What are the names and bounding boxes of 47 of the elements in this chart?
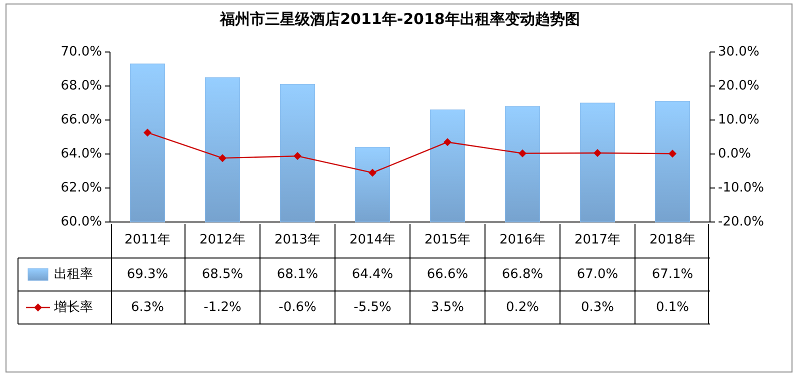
data-label: 3.5% (430, 300, 464, 316)
y2-tick-label: 30.0% (718, 44, 760, 60)
y2-tick-label: -10.0% (718, 180, 764, 196)
data-label: 67.1% (652, 267, 694, 282)
point (594, 148, 602, 157)
data-label: 68.1% (276, 267, 318, 282)
data-label: 69.3% (126, 267, 168, 282)
y2-tick-label: 0.0% (718, 146, 752, 162)
x-tick-label: 2017年 (574, 232, 621, 248)
legend-label: 出租率 (54, 266, 93, 282)
x-tick-label: 2016年 (499, 232, 546, 248)
data-label: 68.5% (202, 267, 244, 282)
point (444, 138, 452, 146)
y2-tick-label: 10.0% (718, 112, 760, 128)
x-tick-label: 2014年 (349, 232, 396, 248)
data-label: 67.0% (576, 267, 618, 282)
y-tick-label: 66.0% (60, 112, 102, 128)
y-tick-label: 70.0% (60, 44, 102, 60)
point (518, 149, 526, 158)
point (294, 152, 302, 160)
data-label: 0.2% (506, 300, 540, 316)
y-tick-label: 60.0% (60, 214, 102, 230)
data-label: 0.3% (580, 300, 614, 316)
data-label: 64.4% (352, 267, 394, 282)
x-tick-label: 2018年 (649, 232, 696, 248)
chart-title: 福州市三星级酒店2011年-2018年出租率变动趋势图 (219, 10, 580, 28)
x-tick-label: 2015年 (424, 232, 471, 248)
y-tick-label: 64.0% (60, 146, 102, 162)
data-label: 66.6% (426, 267, 468, 282)
x-tick-label: 2013年 (274, 232, 321, 248)
point (218, 154, 226, 162)
y-tick-label: 62.0% (60, 180, 102, 196)
point (368, 168, 376, 177)
data-label: -0.6% (278, 300, 316, 316)
data-label: 6.3% (130, 300, 164, 316)
y2-tick-label: 20.0% (718, 78, 760, 94)
point (668, 150, 676, 158)
data-label: -5.5% (354, 300, 392, 316)
legend-label: 增长率 (53, 299, 93, 316)
x-tick-label: 2012年 (199, 232, 246, 248)
y2-tick-label: -20.0% (718, 214, 764, 230)
y-tick-label: 68.0% (60, 78, 102, 94)
point (144, 128, 152, 137)
data-label: 66.8% (502, 267, 544, 282)
data-label: 0.1% (656, 300, 690, 316)
data-label: -1.2% (204, 300, 242, 316)
x-tick-label: 2011年 (124, 232, 171, 248)
